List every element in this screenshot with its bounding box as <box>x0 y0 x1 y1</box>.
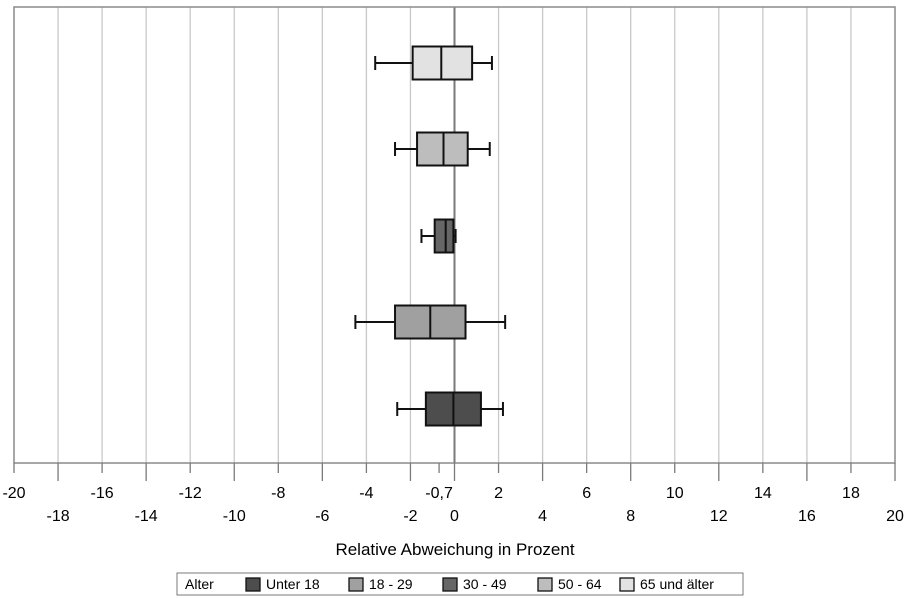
x-tick-label: 14 <box>754 485 772 502</box>
box-unter-18 <box>396 391 504 427</box>
x-axis-title: Relative Abweichung in Prozent <box>335 540 574 559</box>
x-tick-label: 20 <box>886 508 904 525</box>
box-iqr <box>411 45 474 81</box>
x-tick-label: -10 <box>223 508 246 525</box>
legend-swatch <box>442 577 458 592</box>
box-iqr <box>416 131 469 167</box>
x-tick-label: -4 <box>359 485 373 502</box>
x-tick-label: 6 <box>582 485 591 502</box>
legend-item: 50 - 64 <box>537 576 602 592</box>
legend: Alter Unter 18 18 - 29 30 - 49 50 - 64 65 un… <box>176 572 744 596</box>
legend-frame <box>176 572 744 596</box>
x-tick-label: -18 <box>46 508 69 525</box>
x-tick-label: -12 <box>179 485 202 502</box>
x-axis: -20 -16 -12 -8 -4 -0,7 2 6 10 14 18-18 -14 -10 -6 -2 0 4… <box>2 463 904 525</box>
legend-item: Unter 18 <box>245 576 320 592</box>
legend-swatch <box>348 577 364 592</box>
x-tick-label: 10 <box>666 485 684 502</box>
legend-swatch <box>245 577 261 592</box>
legend-swatch <box>619 577 635 592</box>
box-18-29 <box>354 304 507 340</box>
x-tick-label: 18 <box>842 485 860 502</box>
legend-label: 50 - 64 <box>558 576 602 592</box>
x-tick-label: -2 <box>403 508 417 525</box>
legend-item: 65 und älter <box>619 576 714 592</box>
x-tick-label: -8 <box>271 485 285 502</box>
x-tick-label: -16 <box>91 485 114 502</box>
x-tick-label: 4 <box>538 508 547 525</box>
x-tick-label: 12 <box>710 508 728 525</box>
x-tick-label: -6 <box>315 508 329 525</box>
legend-label: 65 und älter <box>640 576 714 592</box>
x-tick-label: 16 <box>798 508 816 525</box>
box-50-64 <box>394 131 491 167</box>
legend-swatch <box>537 577 553 592</box>
box-65-und-lter <box>374 45 493 81</box>
x-tick-label: 8 <box>626 508 635 525</box>
legend-item: 30 - 49 <box>442 576 507 592</box>
box-iqr <box>433 218 455 254</box>
box-layer <box>354 45 507 427</box>
x-tick-label: 0 <box>450 508 459 525</box>
legend-title: Alter <box>185 576 214 592</box>
legend-label: 18 - 29 <box>369 576 413 592</box>
box-30-49 <box>420 218 457 254</box>
x-tick-label: -0,7 <box>425 485 453 502</box>
x-tick-label: -20 <box>2 485 25 502</box>
legend-item: 18 - 29 <box>348 576 413 592</box>
legend-items: Unter 18 18 - 29 30 - 49 50 - 64 65 und älte… <box>245 576 714 592</box>
x-tick-label: 2 <box>494 485 503 502</box>
x-tick-label: -14 <box>135 508 158 525</box>
grid-layer <box>57 7 852 463</box>
legend-label: Unter 18 <box>266 576 320 592</box>
legend-label: 30 - 49 <box>463 576 507 592</box>
